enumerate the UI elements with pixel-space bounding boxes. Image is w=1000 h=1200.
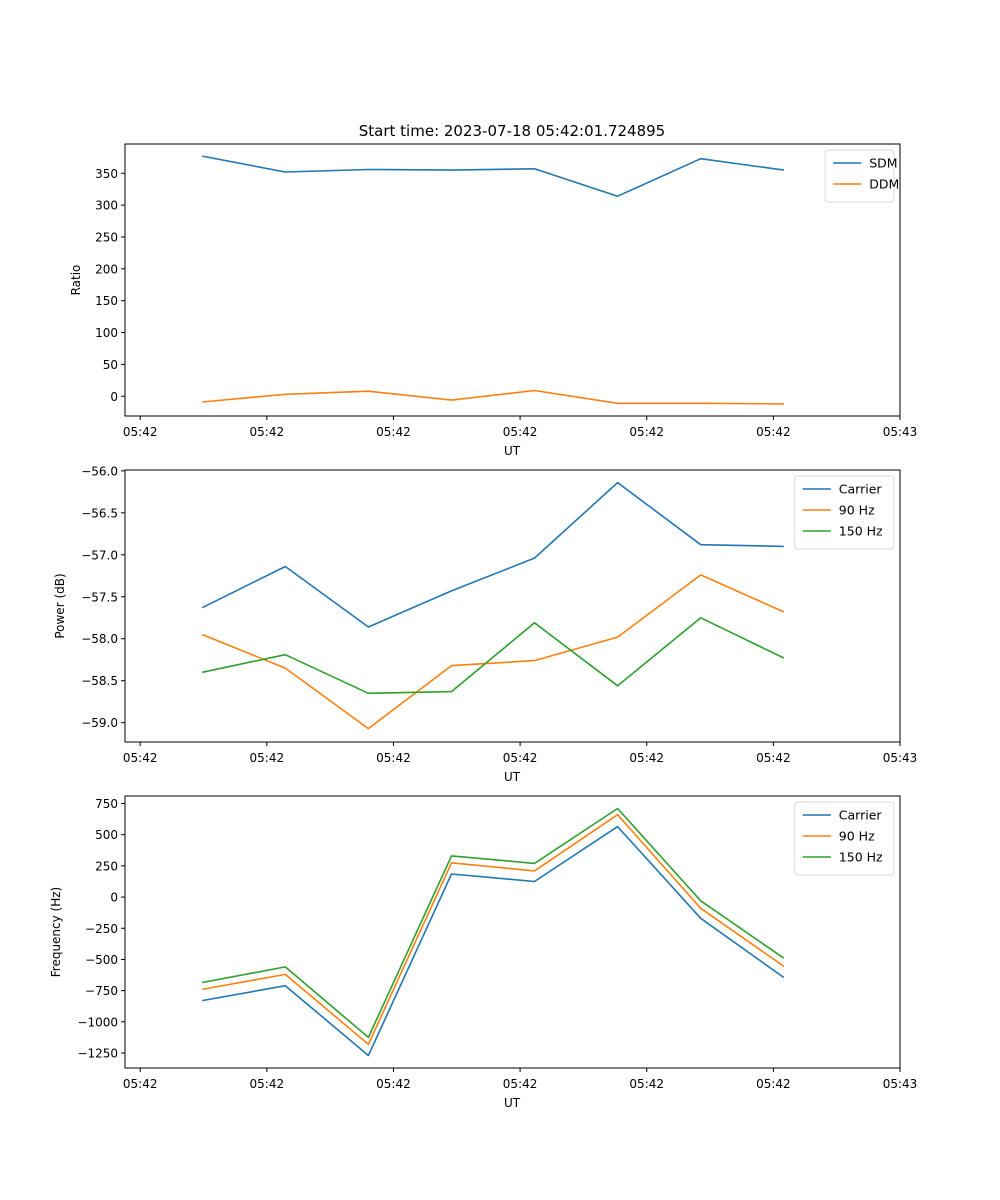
y-tick-label: 150 [95,294,118,308]
x-tick-label: 05:42 [250,1077,285,1091]
y-tick-label: −58.0 [81,632,118,646]
legend: Carrier 90 Hz 150 Hz [794,801,895,876]
y-tick-label: 50 [103,358,118,372]
y-axis-label: Ratio [69,265,83,296]
x-axis-label: UT [504,444,521,458]
y-tick-label: −1250 [77,1047,118,1061]
series-line-sdm [202,155,784,197]
y-tick-label: 200 [95,262,118,276]
x-tick-label: 05:42 [756,1077,791,1091]
y-tick-label: 500 [95,828,118,842]
series-line-90-hz [201,574,785,730]
x-tick-label: 05:43 [883,1077,918,1091]
x-tick-label: 05:42 [250,751,285,765]
legend-label: 90 Hz [839,503,875,518]
y-tick-label: 750 [95,797,118,811]
legend-label: DDM [869,177,899,192]
legend-label: Carrier [839,808,883,823]
y-tick-label: 250 [95,859,118,873]
axes-panel-2: 05:42 05:42 05:42 05:42 05:42 05:42 05:43 −59.0… [53,464,917,784]
y-tick-label: 0 [110,891,118,905]
legend-label: SDM [869,156,897,171]
x-tick-label: 05:42 [756,751,791,765]
plot-frame [124,795,901,1069]
x-tick-label: 05:42 [123,425,158,439]
x-tick-label: 05:42 [629,1077,664,1091]
legend: Carrier 90 Hz 150 Hz [794,475,895,550]
y-tick-label: −500 [85,953,118,967]
y-tick-label: −56.5 [81,506,118,520]
y-tick-label: 350 [95,167,118,181]
y-tick-label: 300 [95,199,118,213]
x-axis-label: UT [504,1096,521,1110]
x-tick-label: 05:42 [503,425,538,439]
legend-label: 150 Hz [839,524,883,539]
series-line-carrier [202,825,785,1057]
y-tick-label: −57.5 [81,590,118,604]
x-tick-label: 05:42 [376,425,411,439]
x-tick-label: 05:42 [503,1077,538,1091]
x-tick-label: 05:42 [376,1077,411,1091]
x-tick-label: 05:42 [756,425,791,439]
y-tick-label: −1000 [77,1015,118,1029]
series-line-carrier [201,481,784,628]
series-line-90-hz [202,813,785,1046]
x-tick-label: 05:42 [376,751,411,765]
y-tick-label: 100 [95,326,118,340]
legend: SDM DDM [824,149,899,203]
plot-frame [124,143,901,417]
y-axis-label: Power (dB) [53,573,67,638]
axes-panel-1: 05:42 05:42 05:42 05:42 05:42 05:42 05:43 0 50 10… [69,143,918,458]
series-line-150-hz [202,807,785,1039]
y-tick-label: −58.5 [81,674,118,688]
y-tick-label: 250 [95,231,118,245]
y-tick-label: −250 [85,922,118,936]
y-tick-label: 0 [110,390,118,404]
y-axis-label: Frequency (Hz) [49,887,63,978]
legend-label: 90 Hz [839,829,875,844]
series-line-ddm [202,389,784,405]
x-tick-label: 05:42 [629,425,664,439]
series-line-150-hz [202,616,785,695]
x-tick-label: 05:42 [503,751,538,765]
x-tick-label: 05:42 [250,425,285,439]
x-axis-label: UT [504,770,521,784]
legend-label: 150 Hz [839,850,883,865]
plot-frame [124,469,901,743]
y-tick-label: −56.0 [81,464,118,478]
x-tick-label: 05:42 [629,751,664,765]
x-tick-label: 05:42 [123,1077,158,1091]
y-tick-label: −57.0 [81,548,118,562]
y-tick-label: −59.0 [81,716,118,730]
y-tick-label: −750 [85,984,118,998]
chart-title: Start time: 2023-07-18 05:42:01.724895 [359,122,665,140]
legend-label: Carrier [839,482,883,497]
axes-panel-3: 05:42 05:42 05:42 05:42 05:42 05:42 05:43 −1250… [49,795,918,1110]
x-tick-label: 05:43 [883,425,918,439]
x-tick-label: 05:43 [883,751,918,765]
x-tick-label: 05:42 [123,751,158,765]
